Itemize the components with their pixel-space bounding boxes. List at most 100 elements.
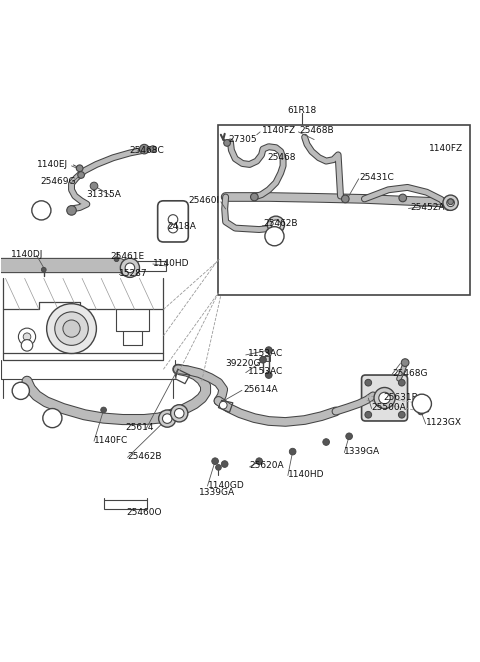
Text: 25462B: 25462B — [128, 452, 162, 461]
Circle shape — [265, 226, 284, 246]
Circle shape — [365, 411, 372, 418]
Circle shape — [125, 263, 135, 273]
Circle shape — [170, 404, 188, 422]
Text: 25500A: 25500A — [372, 403, 407, 412]
Circle shape — [41, 267, 46, 272]
FancyBboxPatch shape — [157, 201, 188, 242]
Text: 25469G: 25469G — [40, 177, 75, 186]
Text: 1140HD: 1140HD — [288, 470, 324, 479]
Circle shape — [63, 320, 80, 337]
Text: 1339GA: 1339GA — [344, 447, 381, 456]
Circle shape — [379, 393, 390, 404]
Circle shape — [271, 220, 281, 230]
Circle shape — [221, 461, 228, 467]
Text: 1140DJ: 1140DJ — [11, 250, 44, 259]
Circle shape — [114, 257, 119, 261]
Circle shape — [18, 328, 36, 346]
Bar — [104, 500, 147, 509]
Text: B: B — [419, 399, 425, 408]
Circle shape — [289, 448, 296, 455]
Circle shape — [47, 304, 96, 354]
Text: 25614A: 25614A — [243, 385, 277, 394]
Text: 25462B: 25462B — [263, 219, 298, 228]
Text: B: B — [271, 232, 278, 241]
Circle shape — [76, 165, 83, 171]
Circle shape — [162, 414, 172, 424]
Circle shape — [168, 214, 178, 224]
Text: 39220G: 39220G — [226, 359, 261, 368]
Text: 1140FZ: 1140FZ — [262, 126, 296, 136]
Circle shape — [140, 144, 149, 154]
Text: 1339GA: 1339GA — [199, 489, 236, 497]
Text: 1153AC: 1153AC — [248, 350, 283, 359]
FancyBboxPatch shape — [361, 375, 408, 421]
Circle shape — [323, 439, 329, 446]
Circle shape — [443, 195, 458, 211]
Circle shape — [265, 371, 272, 379]
Circle shape — [150, 146, 156, 152]
Circle shape — [398, 379, 405, 386]
Text: 25631B: 25631B — [384, 393, 419, 402]
Circle shape — [365, 379, 372, 386]
Circle shape — [341, 195, 349, 203]
Text: 1140FC: 1140FC — [94, 436, 128, 445]
Text: 25620A: 25620A — [250, 461, 284, 471]
Circle shape — [174, 408, 184, 418]
Circle shape — [219, 401, 227, 409]
Text: 1140GD: 1140GD — [207, 481, 244, 490]
Circle shape — [399, 194, 407, 202]
Text: 1153AC: 1153AC — [248, 367, 283, 376]
Circle shape — [21, 340, 33, 351]
Text: 1140HD: 1140HD — [153, 259, 190, 267]
Text: 25452A: 25452A — [410, 203, 444, 212]
Circle shape — [256, 458, 263, 465]
Text: 25431C: 25431C — [360, 173, 395, 182]
Text: 25614: 25614 — [125, 423, 154, 432]
Text: 25468G: 25468G — [392, 369, 428, 377]
Circle shape — [12, 382, 29, 399]
Text: 1140EJ: 1140EJ — [36, 160, 68, 169]
Circle shape — [412, 394, 432, 413]
Text: 25468B: 25468B — [300, 126, 335, 136]
Text: 15287: 15287 — [120, 269, 148, 278]
Text: 31315A: 31315A — [86, 190, 121, 199]
Text: 2418A: 2418A — [167, 222, 196, 231]
Text: 1140FZ: 1140FZ — [429, 144, 463, 153]
Circle shape — [374, 387, 395, 408]
Circle shape — [158, 410, 176, 427]
Circle shape — [78, 171, 84, 178]
Circle shape — [90, 182, 98, 190]
Circle shape — [447, 199, 455, 207]
Circle shape — [398, 411, 405, 418]
Circle shape — [120, 258, 140, 277]
Circle shape — [168, 223, 178, 233]
Circle shape — [43, 408, 62, 428]
Circle shape — [55, 312, 88, 346]
Text: 25461E: 25461E — [111, 252, 145, 261]
Circle shape — [346, 433, 352, 440]
Bar — [218, 125, 470, 295]
Text: A: A — [49, 414, 56, 422]
Circle shape — [212, 458, 218, 465]
Text: 25460I: 25460I — [189, 197, 220, 205]
Circle shape — [265, 347, 272, 354]
Text: 25468: 25468 — [268, 153, 296, 162]
Circle shape — [67, 206, 76, 215]
Circle shape — [401, 359, 409, 367]
Circle shape — [448, 199, 454, 205]
Circle shape — [224, 140, 230, 146]
Text: 25460O: 25460O — [126, 508, 162, 518]
Circle shape — [267, 216, 285, 234]
Circle shape — [251, 193, 258, 201]
Text: 61R18: 61R18 — [288, 106, 317, 115]
Bar — [135, 261, 166, 271]
Bar — [261, 356, 270, 361]
Text: 1123GX: 1123GX — [426, 418, 462, 428]
Circle shape — [101, 407, 107, 413]
Circle shape — [418, 408, 424, 415]
Circle shape — [260, 356, 266, 363]
Text: 27305: 27305 — [228, 135, 257, 144]
Text: 25468C: 25468C — [129, 146, 164, 155]
Circle shape — [216, 465, 221, 470]
Text: A: A — [38, 206, 45, 215]
